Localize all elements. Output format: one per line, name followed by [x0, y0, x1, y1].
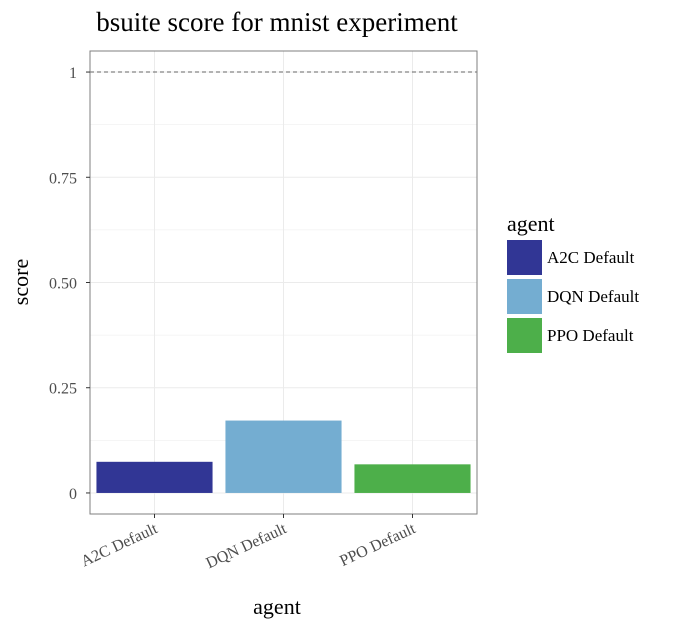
y-tick-label: 0.75: [49, 170, 77, 187]
bars: [96, 420, 471, 493]
bar: [96, 461, 213, 493]
x-tick-label: DQN Default: [203, 520, 289, 572]
y-tick-label: 0.25: [49, 381, 77, 398]
x-tick-label: PPO Default: [337, 520, 418, 570]
legend-swatch: [507, 279, 542, 314]
legend-label: DQN Default: [547, 287, 639, 306]
x-axis-title: agent: [253, 594, 301, 619]
y-axis-ticks: 0 0.25 0.50 0.75 1: [49, 65, 90, 503]
y-axis-title: score: [8, 259, 33, 305]
legend-swatch: [507, 240, 542, 275]
y-tick-label: 0.50: [49, 276, 77, 293]
legend-title: agent: [507, 211, 555, 236]
y-tick-label: 0: [69, 486, 77, 503]
legend: A2C Default DQN Default PPO Default: [507, 240, 639, 353]
bar: [354, 464, 471, 493]
bar: [225, 420, 342, 493]
legend-label: PPO Default: [547, 326, 634, 345]
x-tick-label: A2C Default: [79, 520, 161, 570]
chart-title: bsuite score for mnist experiment: [96, 7, 458, 37]
legend-swatch: [507, 318, 542, 353]
y-tick-label: 1: [69, 65, 77, 82]
legend-label: A2C Default: [547, 248, 635, 267]
x-axis-ticks: A2C Default DQN Default PPO Default: [79, 514, 419, 572]
